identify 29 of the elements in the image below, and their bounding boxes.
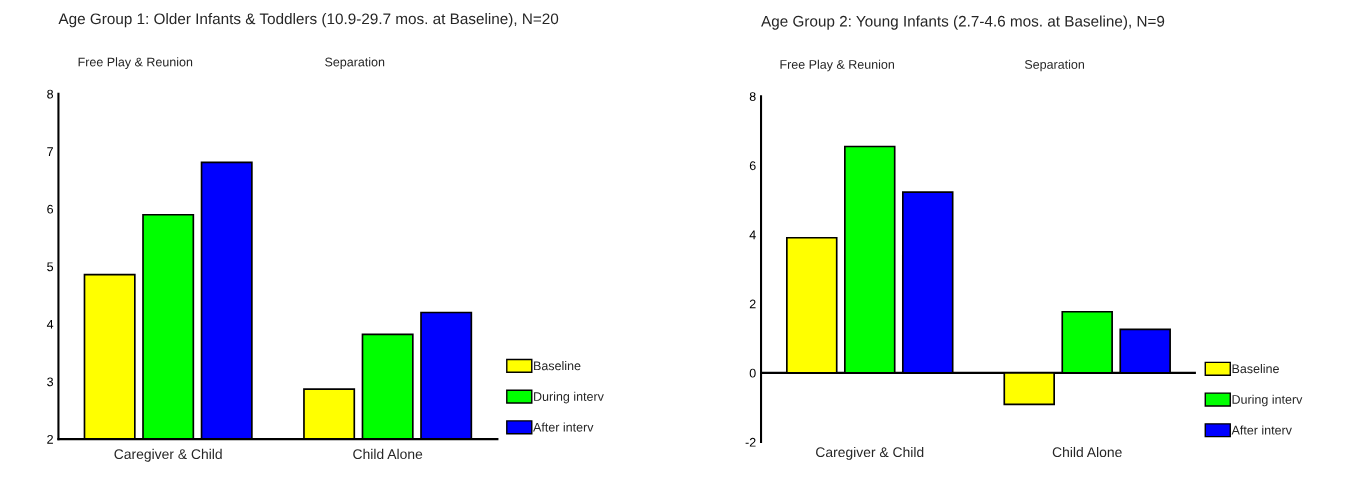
x-tick-label: Child Alone (353, 448, 423, 460)
y-tick-label: 2 (749, 299, 756, 309)
legend-label: Baseline (534, 361, 581, 371)
y-tick-label: 2 (47, 434, 53, 444)
legend-label: Baseline (1232, 363, 1279, 374)
text: Separation (1024, 59, 1085, 72)
legend-label: After interv (533, 422, 594, 432)
y-tick-label: 5 (47, 262, 54, 272)
text: Free Play & Reunion (780, 59, 894, 72)
y-tick-label: 0 (749, 368, 756, 378)
legend-label: After interv (1231, 425, 1292, 435)
chart-title: Age Group 1: Older Infants & Toddlers (10.9-29.7 mos. at Baseline), N=20 (58, 12, 559, 28)
y-tick-label: 8 (749, 92, 756, 101)
y-tick-label: -2 (745, 437, 756, 447)
x-tick-label: Child Alone (1052, 446, 1122, 458)
x-tick-label: Caregiver & Child (816, 446, 924, 460)
y-tick-label: 3 (47, 377, 54, 387)
y-tick-label: 7 (47, 147, 53, 156)
y-tick-label: 8 (47, 89, 54, 99)
x-tick-label: Caregiver & Child (114, 448, 222, 462)
text: Separation (325, 57, 385, 69)
chart-title: Age Group 2: Young Infants (2.7-4.6 mos. at Baseline), N=9 (761, 15, 1165, 30)
legend-label: During interv (534, 391, 604, 404)
y-tick-label: 4 (46, 319, 54, 329)
y-tick-label: 6 (47, 204, 54, 214)
y-tick-label: 4 (749, 230, 756, 240)
legend-label: During interv (1232, 394, 1303, 407)
text: Free Play & Reunion (78, 57, 193, 69)
y-tick-label: 6 (749, 161, 756, 171)
